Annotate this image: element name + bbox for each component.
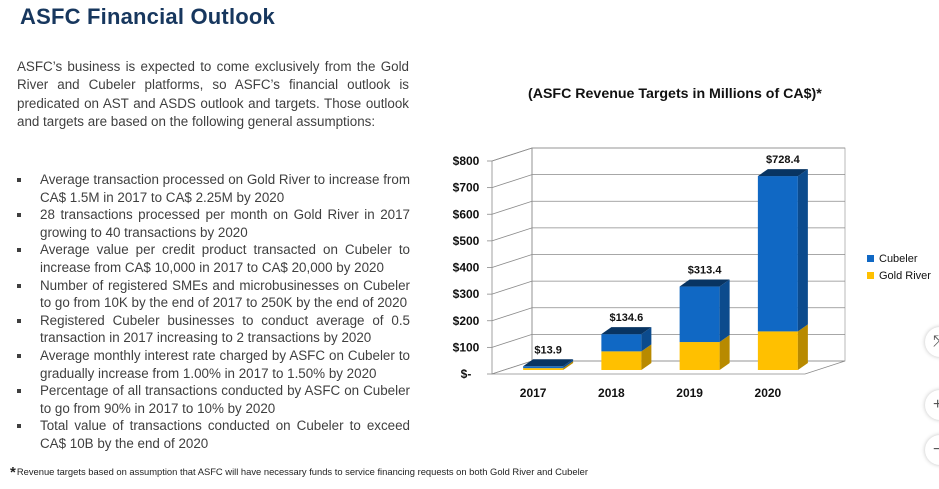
minus-icon: − xyxy=(933,441,939,458)
assumption-text: Registered Cubeler businesses to conduct… xyxy=(40,312,410,346)
assumption-text: Average value per credit product transac… xyxy=(40,242,410,275)
bar-gold-river-2020 xyxy=(757,331,798,370)
bar-side-cubeler-2019 xyxy=(719,279,730,343)
bullet-square-icon xyxy=(17,318,21,323)
intro-paragraph: ASFC’s business is expected to come excl… xyxy=(17,59,409,129)
x-tick-label-2020: 2020 xyxy=(755,386,782,400)
bullet-square-icon xyxy=(17,213,21,218)
bar-side-gold-river-2019 xyxy=(719,335,730,370)
bar-top-2020 xyxy=(757,169,808,177)
assumption-item: Number of registered SMEs and microbusin… xyxy=(14,277,410,312)
bar-side-cubeler-2020 xyxy=(797,169,808,332)
assumption-item: Average monthly interest rate charged by… xyxy=(14,347,410,382)
legend-swatch-cubeler xyxy=(867,255,874,262)
y-tick-label: $300 xyxy=(453,287,480,301)
bar-side-cubeler-2018 xyxy=(641,327,652,352)
gridline xyxy=(491,307,845,322)
fit-view-button[interactable]: ⤧ xyxy=(925,327,939,357)
zoom-out-button[interactable]: − xyxy=(925,435,939,465)
footnote-star: * xyxy=(10,464,16,481)
x-tick-label-2019: 2019 xyxy=(676,386,703,400)
y-tick-label: $- xyxy=(461,367,472,381)
bar-gold-river-2018 xyxy=(601,351,642,370)
y-tick-label: $800 xyxy=(453,154,480,168)
bar-gold-river-2017 xyxy=(523,368,564,370)
assumption-text: Average transaction processed on Gold Ri… xyxy=(40,172,410,205)
bar-side-gold-river-2020 xyxy=(797,324,808,370)
gridline xyxy=(491,147,845,162)
bar-gold-river-2019 xyxy=(679,342,720,370)
bar-top-2019 xyxy=(679,279,730,287)
assumption-item: Registered Cubeler businesses to conduct… xyxy=(14,312,410,347)
bullet-square-icon xyxy=(17,353,21,358)
bullet-square-icon xyxy=(17,178,21,182)
bar-cubeler-2018 xyxy=(601,334,642,352)
gridline xyxy=(491,227,845,242)
y-tick-label: $200 xyxy=(453,314,480,328)
y-tick-label: $400 xyxy=(453,261,480,275)
legend-label-gold-river: Gold River xyxy=(879,269,931,282)
gridline xyxy=(491,280,845,295)
assumption-item: Percentage of all transactions conducted… xyxy=(14,382,410,417)
assumptions-list: Average transaction processed on Gold Ri… xyxy=(14,171,410,453)
bullet-square-icon xyxy=(17,389,21,394)
x-tick-label-2017: 2017 xyxy=(520,386,547,400)
y-tick-label: $700 xyxy=(453,181,480,195)
data-label-2017: $13.9 xyxy=(534,344,562,356)
legend-swatch-gold-river xyxy=(867,272,874,279)
bar-side-gold-river-2018 xyxy=(641,344,652,370)
x-tick-label-2018: 2018 xyxy=(598,386,625,400)
assumption-text: 28 transactions processed per month on G… xyxy=(40,207,410,240)
assumption-item: Average transaction processed on Gold Ri… xyxy=(14,171,410,206)
chart-title: (ASFC Revenue Targets in Millions of CA$… xyxy=(528,86,822,102)
gridline xyxy=(491,200,845,215)
bar-cubeler-2017 xyxy=(523,366,564,369)
gridline xyxy=(491,174,845,189)
assumption-item: Total value of transactions conducted on… xyxy=(14,417,410,452)
fit-icon: ⤧ xyxy=(933,333,939,351)
bar-top-2017 xyxy=(523,359,574,367)
assumption-text: Average monthly interest rate charged by… xyxy=(40,347,410,381)
y-tick-label: $600 xyxy=(453,207,480,221)
page-title: ASFC Financial Outlook xyxy=(20,4,275,29)
data-label-2019: $313.4 xyxy=(688,265,723,277)
assumption-text: Percentage of all transactions conducted… xyxy=(40,383,410,416)
bar-side-gold-river-2017 xyxy=(563,361,574,370)
bullet-square-icon xyxy=(17,248,21,253)
chart-legend: Cubeler Gold River xyxy=(867,250,931,284)
plus-icon: + xyxy=(933,396,939,413)
bar-top-2018 xyxy=(601,327,652,335)
bar-cubeler-2020 xyxy=(757,176,798,332)
legend-item-cubeler: Cubeler xyxy=(867,250,931,267)
y-tick-label: $500 xyxy=(453,234,480,248)
assumption-text: Total value of transactions conducted on… xyxy=(40,418,410,451)
assumption-text: Number of registered SMEs and microbusin… xyxy=(40,277,410,311)
legend-item-gold-river: Gold River xyxy=(867,267,931,284)
bar-side-cubeler-2017 xyxy=(563,359,574,369)
zoom-in-button[interactable]: + xyxy=(925,390,939,420)
revenue-chart: $- $100 $200 $300 $400 $500 $600 $700 $800 $13.9 2… xyxy=(453,147,846,400)
legend-label-cubeler: Cubeler xyxy=(879,252,918,265)
y-tick-label: $100 xyxy=(453,340,480,354)
bar-cubeler-2019 xyxy=(679,286,720,343)
bullet-square-icon xyxy=(17,283,21,288)
footnote-text: Revenue targets based on assumption that… xyxy=(16,466,588,477)
data-label-2018: $134.6 xyxy=(610,312,644,324)
assumption-item: Average value per credit product transac… xyxy=(14,241,410,276)
assumption-item: 28 transactions processed per month on G… xyxy=(14,206,410,241)
bullet-square-icon xyxy=(17,424,21,429)
data-label-2020: $728.4 xyxy=(766,154,801,166)
gridline xyxy=(491,333,845,348)
gridline xyxy=(491,254,845,268)
footnote: *Revenue targets based on assumption tha… xyxy=(10,464,588,481)
